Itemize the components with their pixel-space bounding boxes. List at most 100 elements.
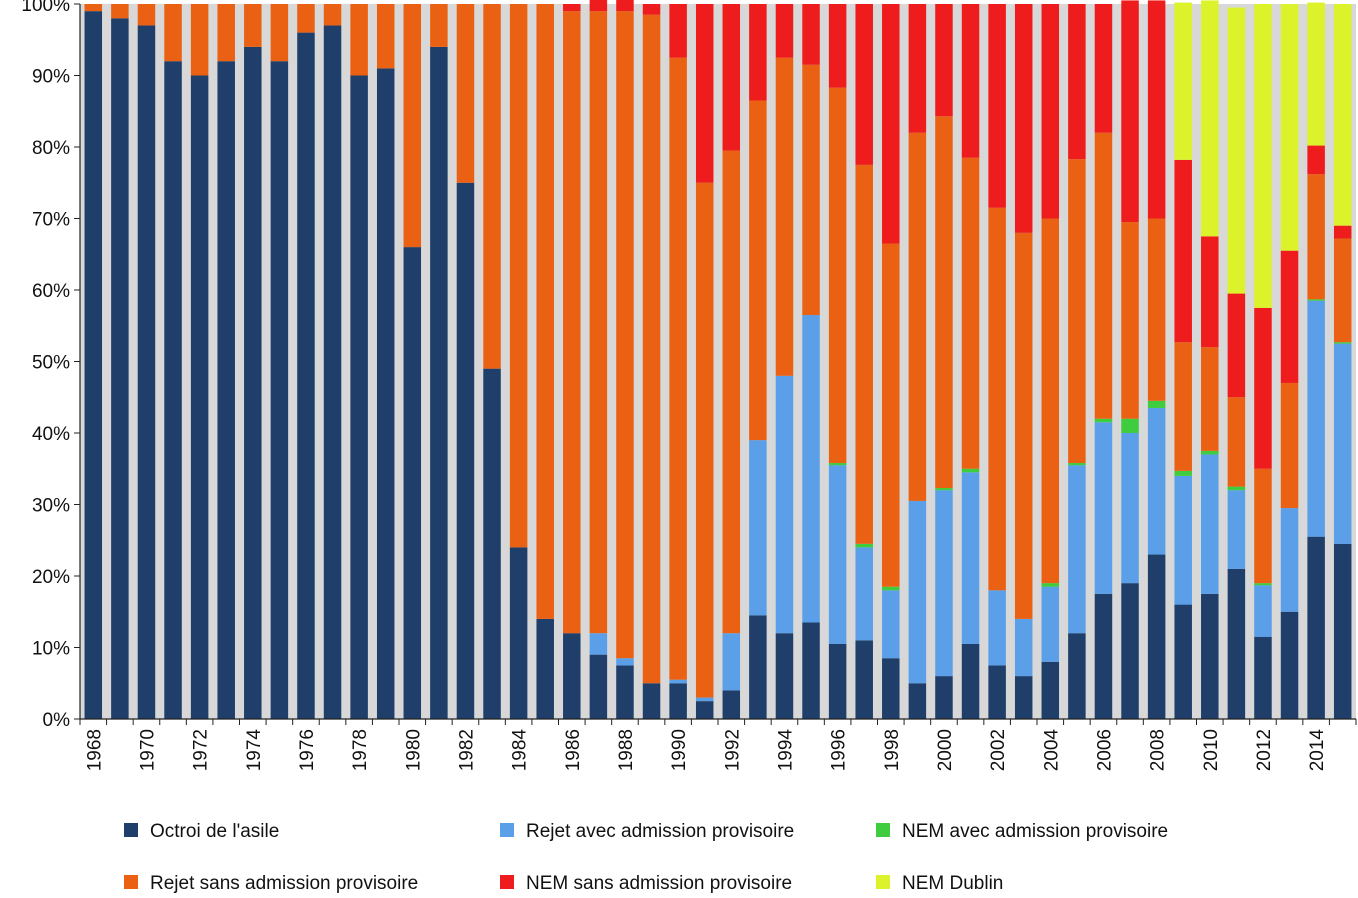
y-tick-label: 70% <box>32 210 70 231</box>
y-tick-label: 80% <box>32 138 70 159</box>
x-tick-label: 2012 <box>1254 729 1275 771</box>
bar-segment-1997-s2 <box>855 543 873 548</box>
bar-segment-1971-s0 <box>164 61 182 719</box>
bar-segment-2010-s0 <box>1201 593 1219 720</box>
bar-segment-2001-s1 <box>961 472 980 644</box>
bar-segment-1997-s1 <box>855 547 873 641</box>
bar-segment-1977-s3 <box>323 4 342 26</box>
bar-segment-2009-s5 <box>1174 2 1192 160</box>
bar-segment-1998-s2 <box>882 586 900 591</box>
bar-segment-1968-s0 <box>84 11 103 719</box>
bar-segment-1974-s0 <box>244 46 262 719</box>
bar-segment-1975-s0 <box>270 61 289 719</box>
bar-segment-2007-s4 <box>1121 0 1139 223</box>
x-tick-label: 1974 <box>244 729 265 772</box>
bar-segment-2015-s2 <box>1333 342 1352 344</box>
legend-swatch-3 <box>124 875 138 889</box>
legend-swatch-4 <box>500 875 514 889</box>
bar-segment-2009-s1 <box>1174 475 1192 605</box>
legend-label-1: Rejet avec admission provisoire <box>526 821 794 842</box>
bar-segment-1986-s3 <box>563 11 581 634</box>
x-tick-label: 1998 <box>882 729 903 771</box>
bar-segment-2001-s3 <box>961 157 980 469</box>
bar-segment-2012-s5 <box>1254 4 1272 308</box>
bar-segment-1990-s4 <box>669 4 687 58</box>
x-tick-label: 1988 <box>616 729 637 771</box>
plot-background <box>80 4 1356 719</box>
bar-segment-1976-s3 <box>297 4 315 33</box>
bar-segment-2011-s5 <box>1227 7 1246 294</box>
bar-segment-2000-s3 <box>935 116 953 489</box>
bar-segment-1990-s1 <box>669 679 687 684</box>
bar-segment-1996-s2 <box>828 463 847 466</box>
bar-segment-1997-s3 <box>855 164 873 544</box>
bar-segment-1986-s0 <box>563 633 581 719</box>
bar-segment-1981-s3 <box>430 4 448 47</box>
bar-segment-1980-s0 <box>403 247 422 719</box>
bar-segment-1999-s0 <box>908 683 927 719</box>
bar-segment-1975-s3 <box>270 4 289 62</box>
bar-segment-2004-s1 <box>1041 586 1060 662</box>
x-tick-label: 1982 <box>456 729 477 771</box>
bar-segment-1989-s4 <box>642 4 661 15</box>
bar-segment-2015-s0 <box>1333 543 1352 719</box>
bar-segment-2013-s0 <box>1280 611 1299 719</box>
legend-label-5: NEM Dublin <box>902 873 1003 894</box>
bar-segment-1995-s4 <box>802 4 820 65</box>
bar-segment-1994-s4 <box>775 4 794 58</box>
x-tick-label: 2000 <box>935 729 956 771</box>
bar-segment-2007-s1 <box>1121 433 1139 584</box>
bar-segment-1968-s3 <box>84 4 103 12</box>
bar-segment-2000-s4 <box>935 4 953 117</box>
bar-segment-2013-s1 <box>1280 508 1299 612</box>
bar-segment-2001-s4 <box>961 4 980 158</box>
bar-segment-1988-s0 <box>616 665 634 720</box>
bar-segment-1996-s1 <box>828 465 847 644</box>
bar-segment-1970-s0 <box>137 25 156 719</box>
x-tick-label: 1968 <box>84 729 105 771</box>
x-tick-label: 1980 <box>403 729 424 771</box>
bar-segment-2009-s3 <box>1174 342 1192 471</box>
bar-segment-2007-s2 <box>1121 418 1139 433</box>
bar-segment-1982-s3 <box>456 4 475 183</box>
bar-segment-1997-s4 <box>855 4 873 165</box>
x-tick-label: 2004 <box>1041 729 1062 772</box>
bar-segment-1977-s0 <box>323 25 342 719</box>
bar-segment-2002-s4 <box>988 4 1006 208</box>
bar-segment-1985-s0 <box>536 618 554 719</box>
bar-segment-2000-s1 <box>935 490 953 677</box>
bar-segment-2008-s2 <box>1147 400 1166 408</box>
bar-segment-1987-s1 <box>589 633 608 655</box>
bar-segment-2015-s1 <box>1333 343 1352 544</box>
bar-segment-1976-s0 <box>297 32 315 720</box>
y-tick-label: 60% <box>32 281 70 302</box>
bar-segment-1988-s3 <box>616 11 634 659</box>
bar-segment-1969-s0 <box>111 18 129 720</box>
x-tick-label: 2008 <box>1148 729 1169 771</box>
bar-segment-2012-s4 <box>1254 307 1272 469</box>
bar-segment-1991-s3 <box>695 182 714 698</box>
bar-segment-2015-s3 <box>1333 238 1352 343</box>
bar-segment-2002-s1 <box>988 590 1006 666</box>
bar-segment-1996-s3 <box>828 87 847 464</box>
bar-segment-1982-s0 <box>456 182 475 719</box>
legend-label-3: Rejet sans admission provisoire <box>150 873 418 894</box>
bar-segment-2011-s3 <box>1227 397 1246 487</box>
bar-segment-1988-s1 <box>616 658 634 666</box>
x-tick-label: 1978 <box>350 729 371 771</box>
bar-segment-2014-s2 <box>1307 299 1325 301</box>
bar-segment-1993-s0 <box>749 615 767 719</box>
bar-segment-2010-s5 <box>1201 0 1219 237</box>
bar-segment-1973-s3 <box>217 4 235 62</box>
x-tick-label: 1994 <box>775 729 796 772</box>
bar-segment-2001-s0 <box>961 643 980 719</box>
legend-label-2: NEM avec admission provisoire <box>902 821 1168 842</box>
bar-segment-1999-s1 <box>908 500 927 684</box>
bar-segment-2004-s3 <box>1041 218 1060 584</box>
bar-segment-1995-s0 <box>802 622 820 719</box>
bar-segment-1985-s3 <box>536 4 554 619</box>
x-tick-label: 1976 <box>297 729 318 771</box>
bar-segment-2000-s2 <box>935 488 953 491</box>
bar-segment-1971-s3 <box>164 4 182 62</box>
